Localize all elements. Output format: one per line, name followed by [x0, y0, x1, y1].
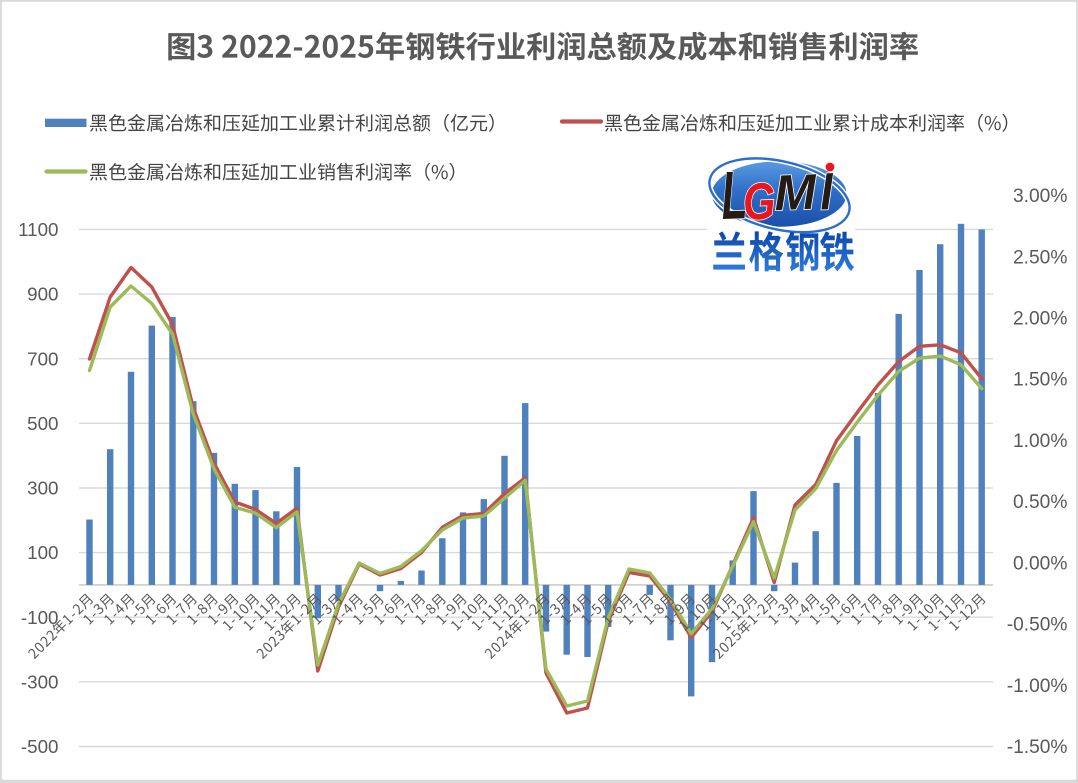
- svg-text:-300: -300: [21, 671, 59, 692]
- svg-text:0.50%: 0.50%: [1013, 492, 1067, 513]
- svg-text:100: 100: [27, 542, 58, 563]
- svg-text:-0.50%: -0.50%: [1007, 615, 1068, 636]
- svg-text:700: 700: [27, 348, 58, 369]
- svg-text:-100: -100: [21, 607, 59, 628]
- svg-text:L: L: [720, 157, 748, 234]
- svg-text:1.50%: 1.50%: [1013, 370, 1067, 391]
- svg-text:900: 900: [27, 284, 58, 305]
- svg-text:-1.50%: -1.50%: [1007, 737, 1068, 758]
- svg-text:-500: -500: [21, 736, 59, 757]
- svg-text:M: M: [773, 164, 818, 221]
- svg-text:1.00%: 1.00%: [1013, 431, 1067, 452]
- svg-text:-1.00%: -1.00%: [1007, 676, 1068, 697]
- svg-text:300: 300: [27, 478, 58, 499]
- svg-text:1100: 1100: [18, 219, 58, 240]
- svg-text:2.50%: 2.50%: [1013, 247, 1067, 268]
- svg-text:G: G: [742, 171, 776, 231]
- svg-text:3.00%: 3.00%: [1013, 186, 1067, 207]
- svg-text:0.00%: 0.00%: [1013, 553, 1067, 574]
- svg-text:500: 500: [27, 413, 58, 434]
- svg-text:2.00%: 2.00%: [1013, 309, 1067, 330]
